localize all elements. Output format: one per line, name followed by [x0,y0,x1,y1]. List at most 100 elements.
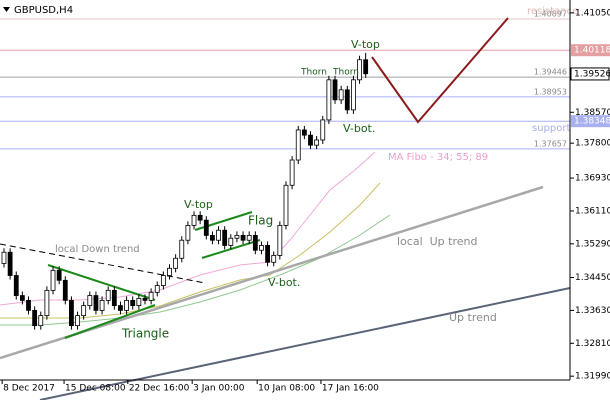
y-tick-label: 1.36110 [575,206,610,216]
candle-body [246,235,252,241]
candle-body [234,235,240,239]
last-price-box [570,67,610,81]
candle-body [295,129,301,161]
triangle-line [64,304,156,339]
candle-body [75,315,80,327]
candle-body [87,295,93,306]
x-tick-label: 15 Dec 08:00 [65,384,126,394]
y-tick-label: 1.36930 [575,174,610,184]
candles [1,52,369,330]
candle-body [167,267,172,276]
candle-body [259,245,264,251]
candle-body [338,89,344,101]
candle-body [332,79,338,101]
level-label: 1.39446 [534,68,567,77]
candle-body [105,289,111,301]
y-tick-label: 1.38570 [575,108,610,118]
level-price-label: 1.38348 [574,117,610,127]
last-price-label: 1.39526 [574,69,610,79]
level-price-label: 1.40118 [574,46,610,56]
level-label: 1.38953 [534,87,567,96]
annotation: Triangle [121,327,169,341]
menu-arrow [3,7,10,12]
candle-body [173,257,179,269]
candle-body [222,229,228,246]
y-tick-label: 1.32810 [575,339,610,349]
candle-body [203,219,209,236]
level-price-box [571,44,610,57]
candle-body [326,79,332,121]
candle-body [344,89,350,111]
candle-body [216,229,221,241]
x-tick-label: 3 Jan 00:00 [193,384,245,394]
candle-body [160,275,166,286]
candle-body [142,297,148,301]
y-tick-label: 1.35290 [575,239,610,249]
y-tick-label: 1.31990 [575,372,610,382]
candle-body [277,224,283,256]
candle-body [357,59,362,81]
annotation: MA Fibo - 34; 55; 89 [388,152,488,163]
y-tick-label: 1.33630 [575,306,610,316]
candle-body [301,129,307,136]
candle-body [99,299,105,311]
annotation: local Up trend [397,235,477,248]
level-label: 1.37657 [534,139,567,148]
candle-body [32,310,38,327]
candle-body [179,239,185,259]
candle-body [13,275,19,296]
candle-body [191,214,197,226]
candle-body [240,235,246,241]
candle-body [93,295,99,311]
candle-body [44,289,50,317]
candle-body [50,269,56,291]
candle-body [56,269,62,281]
candle-body [62,279,68,301]
studies [0,17,571,400]
candle-body [308,134,313,146]
candle-body [351,79,356,111]
candle-body [7,251,13,276]
candle-body [210,235,215,241]
levels: 1.40897 1.39446 1.38953 1.37657 [0,9,570,150]
candle-body [1,251,7,264]
candle-body [314,139,320,146]
level-price-box [571,115,610,128]
candle-body [265,245,270,263]
annotation: Thorn [332,68,359,78]
projection-line [371,17,509,124]
candle-body [271,255,277,263]
ma-line [0,214,391,326]
x-tick-label: 17 Jan 16:00 [322,384,379,394]
candle-body [252,235,258,251]
chart-title: GBPUSD,H4 [14,5,73,16]
candle-body [228,237,234,246]
annotation: resistance [527,6,578,17]
x-tick-label: 10 Jan 08:00 [258,384,315,394]
annotations: resistance support V-top Thorn Thorn V-b… [55,6,578,341]
up-trend-line [39,287,571,400]
candle-body [26,299,31,311]
candle-body [289,159,295,186]
candle-body [197,214,203,221]
annotation: Up trend [449,311,497,324]
candle-body [154,285,160,293]
annotation: Flag [248,214,273,228]
candle-body [38,315,44,327]
annotation: local Down trend [55,244,140,255]
level-label: 1.40897 [534,9,567,18]
candle-body [118,305,123,311]
y-tick-label: 1.41050 [575,8,610,18]
x-tick-label: 8 Dec 2017 [3,384,55,394]
annotation: V-top [184,198,213,211]
y-tick-label: 1.37800 [575,139,610,149]
candle-body [19,295,25,301]
candle-body [111,289,117,306]
candle-body [283,184,289,226]
annotation: Thorn [300,68,327,78]
candle-body [136,297,142,306]
x-tick-label: 22 Dec 16:00 [129,384,190,394]
